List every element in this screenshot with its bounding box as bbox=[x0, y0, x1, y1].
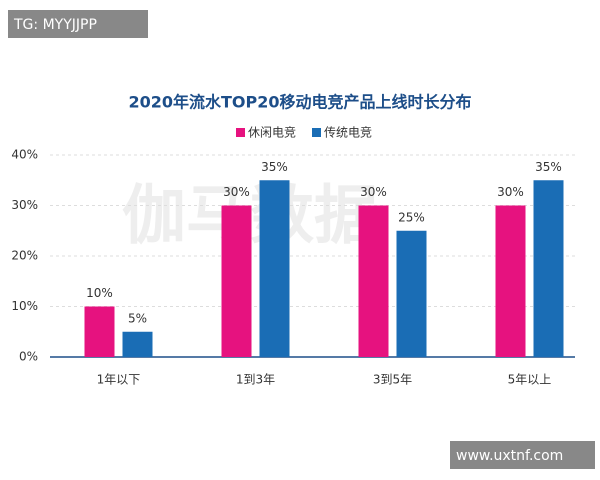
legend-label: 传统电竞 bbox=[324, 125, 372, 140]
bar bbox=[122, 331, 153, 357]
bar bbox=[358, 205, 389, 357]
bar bbox=[221, 205, 252, 357]
bar bbox=[259, 180, 290, 357]
y-tick-label: 30% bbox=[11, 198, 38, 212]
bar bbox=[495, 205, 526, 357]
legend-swatch bbox=[312, 128, 321, 137]
overlay-text: www.uxtnf.com bbox=[456, 448, 563, 464]
value-label: 35% bbox=[261, 160, 288, 174]
value-label: 10% bbox=[86, 286, 113, 300]
x-tick-label: 1到3年 bbox=[236, 373, 275, 387]
bar bbox=[533, 180, 564, 357]
x-tick-label: 3到5年 bbox=[373, 373, 412, 387]
x-tick-label: 5年以上 bbox=[508, 373, 552, 387]
value-label: 30% bbox=[360, 185, 387, 199]
y-tick-label: 0% bbox=[19, 350, 38, 364]
y-tick-label: 10% bbox=[11, 299, 38, 313]
legend-swatch bbox=[236, 128, 245, 137]
value-label: 35% bbox=[535, 160, 562, 174]
legend-label: 休闲电竞 bbox=[248, 126, 296, 140]
overlay-box bbox=[8, 10, 148, 38]
chart-title: 2020年流水TOP20移动电竞产品上线时长分布 bbox=[128, 93, 471, 112]
value-label: 25% bbox=[398, 210, 425, 224]
value-label: 5% bbox=[128, 311, 147, 325]
bar bbox=[396, 230, 427, 357]
y-tick-label: 40% bbox=[11, 148, 38, 162]
overlay-text: TG: MYYJJPP bbox=[13, 17, 97, 33]
x-tick-label: 1年以下 bbox=[97, 373, 141, 387]
value-label: 30% bbox=[497, 185, 524, 199]
value-label: 30% bbox=[223, 185, 250, 199]
bar bbox=[84, 306, 115, 357]
overlay-box bbox=[450, 441, 595, 469]
y-tick-label: 20% bbox=[11, 249, 38, 263]
